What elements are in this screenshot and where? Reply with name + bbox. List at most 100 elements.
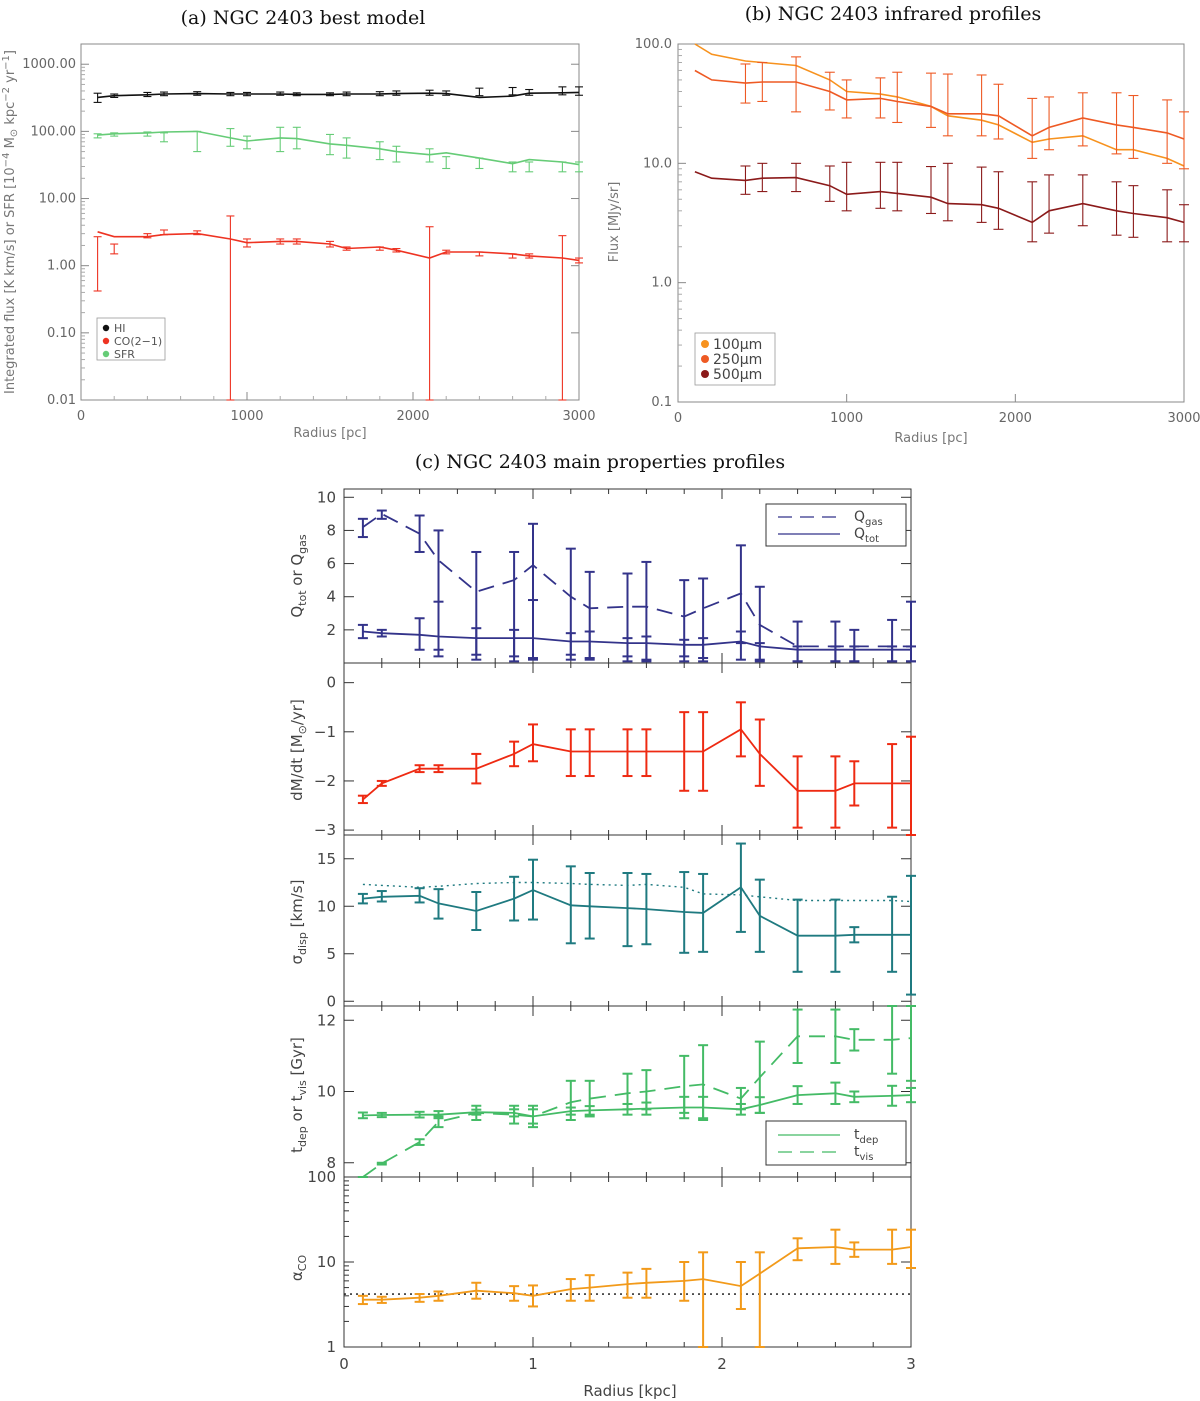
b-errbar-ir500 [875,161,886,209]
c3-errbar-sigma [433,888,444,920]
a-errbar-HI [326,92,334,97]
c1-errbar-Q_tot [584,630,595,661]
a-errbar-SFR [558,161,567,173]
c2-errbar-dM/dt [641,728,652,778]
a-errbar-CO [326,240,334,248]
panel-c3-ylabel: σdisp [km/s] [288,880,309,965]
a-errbar-HI [425,89,434,96]
c5-errbar-alpha_CO [584,1274,595,1302]
a-errbar-CO [193,230,202,236]
c3-errbar-sigma [622,872,633,948]
c4-errbar-t_vis [830,1008,841,1064]
c4-errbar-t_vis [906,1005,916,1082]
a-errbar-HI [475,87,484,97]
b-errbar-ir250 [1162,99,1173,164]
a-errbar-HI [342,91,351,97]
b-errbar-ir250 [1111,92,1122,155]
panel-c4-ylabel: tdep or tvis [Gyr] [288,1037,309,1153]
c3-errbar-sigma [376,890,387,903]
c5-errbar-alpha_CO [906,1228,916,1269]
c1-errbar-Q_tot [906,645,916,663]
c3-errbar-sigma [887,895,898,973]
c2-errbar-dM/dt [471,752,482,785]
c4-errbar-t_vis [887,1005,898,1075]
c2-errbar-dM/dt [849,760,860,807]
c2-ytick-label: 0 [326,674,336,692]
panel-a-chart: 0.01 0.10 1.00 10.00 100.00 1000.00 0 1000 2000 3… [1,43,596,441]
a-errbar-CO [342,246,351,251]
a-errbar-SFR [110,132,119,137]
a-errbar-HI [442,90,451,96]
a-errbar-HI [243,91,251,97]
a-errbar-CO [425,226,434,401]
c4-errbar-t_vis [754,1040,765,1114]
a-errbar-HI [392,90,401,96]
c1-errbar-Q_tot [735,630,746,661]
a-errbar-CO [110,243,119,255]
a-errbar-SFR [575,161,583,173]
c1-errbar-Q_tot [698,637,709,663]
legend-b-500: 500μm [713,367,762,383]
c1-errbar-Q_tot [433,600,444,658]
c3-errbar-sigma [849,926,860,944]
c1-errbar-Q_tot [622,637,633,663]
b-errbar-ir500 [740,165,751,195]
c1-errbar-Q_tot [565,632,576,661]
c1-errbar-Q_tot [754,642,765,663]
c2-errbar-dM/dt [792,755,803,829]
panel-a-frame [80,43,580,401]
b-xtick-label: 1000 [830,411,863,426]
b-errbar-ir500 [1179,204,1189,243]
a-errbar-HI [375,91,384,97]
c3-errbar-sigma [565,865,576,945]
c3-errbar-sigma [906,874,916,996]
a-errbar-CO [160,229,168,236]
b-errbar-ir500 [976,166,987,223]
b-ytick-label: 100.0 [635,37,672,52]
c2-errbar-dM/dt [528,723,538,763]
c1-errbar-Q_tot [887,645,898,663]
c4-errbar-t_dep [357,1111,368,1120]
c4-errbar-t_vis [641,1069,652,1111]
b-line-ir500 [694,171,1185,224]
a-errbar-HI [110,93,119,98]
a-errbar-SFR [475,157,484,170]
b-xtick-label: 0 [674,411,682,426]
a-errbar-SFR [276,126,285,153]
a-errbar-SFR [326,133,334,156]
panel-a-legend: HI CO(2−1) SFR [96,317,166,361]
b-errbar-ir500 [942,162,953,222]
c4-line-t_dep [362,1092,912,1118]
b-errbar-ir250 [740,63,751,104]
c1-ytick-label: 6 [326,555,336,573]
c5-line-alpha_CO [362,1246,912,1301]
c1-ytick-label: 2 [326,621,336,639]
c4-errbar-t_vis [584,1079,595,1118]
c3-ytick-label: 10 [317,897,336,915]
c3-ytick-label: 15 [317,850,336,868]
b-line-ir100 [694,43,1185,167]
a-errbar-HI [226,91,235,97]
c2-errbar-dM/dt [357,794,368,805]
c3-errbar-sigma [698,872,709,953]
c3-ytick-label: 0 [326,992,336,1010]
b-errbar-ir250 [892,71,903,124]
a-errbar-CO [375,246,384,251]
c2-errbar-dM/dt [584,728,595,778]
a-errbar-SFR [508,161,517,173]
b-errbar-ir500 [824,165,835,202]
c3-errbar-sigma [509,875,520,922]
a-errbar-CO [93,236,102,292]
c5-ytick-label: 1 [326,1338,336,1356]
panel-b-chart: 0.1 1.0 10.0 100.0 0 1000 2000 3000 Radius [pc]… [607,37,1200,446]
panel-b-ylabel: Flux [MJy/sr] [607,182,622,263]
c5-errbar-alpha_CO [622,1271,633,1299]
c2-ytick-label: −2 [314,772,336,790]
c5-xtick-label: 2 [717,1355,727,1373]
c5-xtick-label: 0 [339,1355,349,1373]
c4-errbar-t_dep [849,1090,860,1104]
b-errbar-ir250 [1027,97,1038,159]
a-errbar-HI [276,91,285,96]
a-ytick-label: 0.01 [47,393,76,408]
c1-errbar-Q_tot [357,623,368,640]
